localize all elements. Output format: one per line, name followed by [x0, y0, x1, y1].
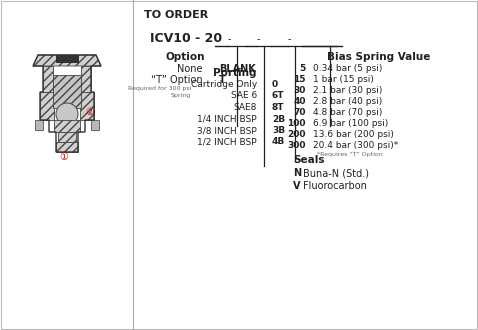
- Text: 200: 200: [287, 130, 306, 139]
- Text: 100: 100: [287, 119, 306, 128]
- Text: 20.4 bar (300 psi)*: 20.4 bar (300 psi)*: [313, 141, 398, 150]
- Polygon shape: [40, 92, 54, 120]
- Text: 2.8 bar (40 psi): 2.8 bar (40 psi): [313, 97, 382, 106]
- Text: 40: 40: [293, 97, 306, 106]
- Text: Fluorocarbon: Fluorocarbon: [303, 181, 367, 191]
- Text: BLANK: BLANK: [219, 64, 256, 74]
- Text: 30: 30: [293, 86, 306, 95]
- Text: -: -: [227, 34, 231, 44]
- Circle shape: [56, 103, 78, 125]
- Polygon shape: [56, 55, 78, 62]
- Text: V: V: [293, 181, 301, 191]
- Text: 4.8 bar (70 psi): 4.8 bar (70 psi): [313, 108, 382, 117]
- Polygon shape: [56, 142, 78, 152]
- Text: SAE8: SAE8: [234, 103, 257, 112]
- Polygon shape: [35, 120, 43, 130]
- Text: Required for 300 psi: Required for 300 psi: [128, 86, 191, 91]
- Text: 4B: 4B: [272, 138, 285, 147]
- Polygon shape: [58, 132, 76, 142]
- Text: Cartridge Only: Cartridge Only: [191, 80, 257, 89]
- Text: -: -: [256, 34, 260, 44]
- Text: 15: 15: [293, 75, 306, 84]
- Text: 8T: 8T: [272, 103, 284, 112]
- Polygon shape: [54, 120, 80, 132]
- Text: *Requires “T” Option: *Requires “T” Option: [317, 152, 383, 157]
- Text: 0.34 bar (5 psi): 0.34 bar (5 psi): [313, 64, 382, 73]
- Text: TO ORDER: TO ORDER: [144, 10, 208, 20]
- Text: None: None: [177, 64, 203, 74]
- Polygon shape: [33, 55, 101, 66]
- Text: 3/8 INCH BSP: 3/8 INCH BSP: [197, 126, 257, 135]
- Text: T: T: [219, 75, 226, 85]
- Text: Bias Spring Value: Bias Spring Value: [326, 52, 430, 62]
- Text: 70: 70: [293, 108, 306, 117]
- Text: 1 bar (15 psi): 1 bar (15 psi): [313, 75, 374, 84]
- Text: 13.6 bar (200 psi): 13.6 bar (200 psi): [313, 130, 394, 139]
- Text: Buna-N (Std.): Buna-N (Std.): [303, 168, 369, 178]
- Polygon shape: [80, 92, 94, 120]
- Text: Option: Option: [165, 52, 205, 62]
- Polygon shape: [81, 66, 91, 92]
- Text: 1/4 INCH BSP: 1/4 INCH BSP: [197, 115, 257, 123]
- Text: 1/2 INCH BSP: 1/2 INCH BSP: [197, 138, 257, 147]
- Polygon shape: [53, 75, 81, 108]
- Text: 6T: 6T: [272, 91, 284, 101]
- Text: Spring: Spring: [171, 93, 191, 98]
- Text: ICV10 - 20: ICV10 - 20: [150, 32, 222, 45]
- Text: -: -: [287, 34, 291, 44]
- Text: N: N: [293, 168, 301, 178]
- Text: 3B: 3B: [272, 126, 285, 135]
- Text: 6.9 bar (100 psi): 6.9 bar (100 psi): [313, 119, 388, 128]
- Text: 0: 0: [272, 80, 278, 89]
- Text: Seals: Seals: [293, 155, 325, 165]
- Text: 2B: 2B: [272, 115, 285, 123]
- Polygon shape: [43, 66, 53, 92]
- Text: Porting: Porting: [214, 68, 257, 78]
- Text: 2.1 bar (30 psi): 2.1 bar (30 psi): [313, 86, 382, 95]
- Text: 300: 300: [287, 141, 306, 150]
- Text: “T” Option: “T” Option: [152, 75, 203, 85]
- Text: SAE 6: SAE 6: [231, 91, 257, 101]
- Text: 5: 5: [300, 64, 306, 73]
- Text: ①: ①: [60, 152, 68, 162]
- Polygon shape: [91, 120, 99, 130]
- Text: ②: ②: [86, 107, 94, 117]
